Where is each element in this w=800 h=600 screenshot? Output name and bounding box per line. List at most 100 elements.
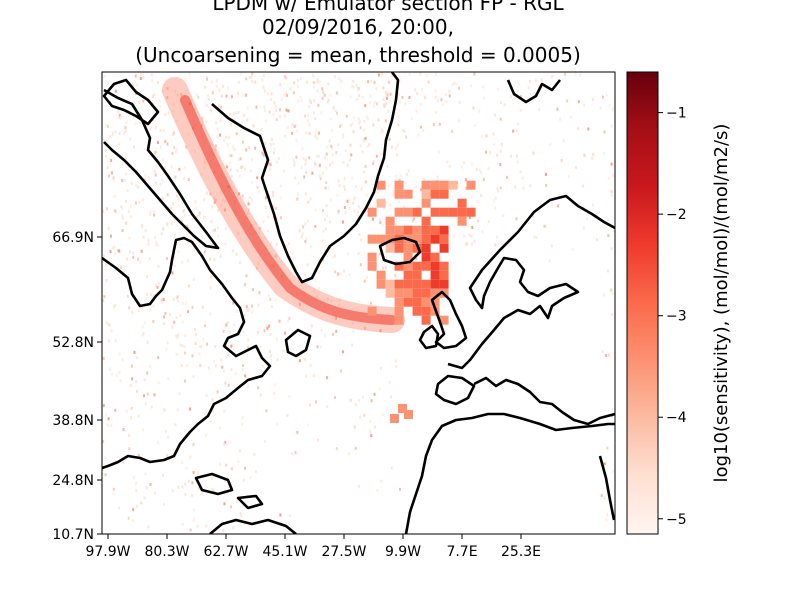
sensitivity-pixel — [245, 274, 248, 278]
sensitivity-pixel — [144, 472, 147, 476]
coastline-iberia — [434, 374, 476, 406]
sensitivity-pixel — [111, 171, 113, 175]
sensitivity-pixel — [492, 132, 495, 136]
sensitivity-pixel — [379, 221, 382, 224]
sensitivity-pixel — [371, 217, 374, 221]
sensitivity-pixel — [265, 196, 268, 200]
sensitivity-pixel — [135, 183, 138, 187]
sensitivity-pixel — [274, 383, 276, 387]
sensitivity-pixel — [206, 342, 208, 346]
sensitivity-pixel — [140, 306, 143, 310]
sensitivity-pixel — [128, 434, 131, 437]
sensitivity-pixel — [211, 476, 214, 480]
sensitivity-pixel — [181, 320, 184, 324]
sensitivity-pixel — [300, 235, 303, 238]
sensitivity-pixel — [391, 73, 394, 77]
sensitivity-pixel — [269, 332, 272, 336]
sensitivity-pixel — [368, 101, 371, 105]
sensitivity-pixel — [465, 186, 468, 190]
sensitivity-pixel — [216, 390, 219, 394]
sensitivity-pixel — [420, 87, 423, 91]
sensitivity-pixel — [521, 176, 524, 180]
sensitivity-pixel — [349, 398, 352, 402]
coarse-cell — [457, 216, 467, 226]
sensitivity-pixel — [167, 377, 170, 380]
sensitivity-pixel — [592, 203, 594, 207]
sensitivity-pixel — [487, 220, 490, 224]
sensitivity-pixel — [396, 406, 399, 410]
sensitivity-pixel — [111, 133, 114, 137]
sensitivity-pixel — [481, 230, 484, 234]
sensitivity-pixel — [184, 302, 187, 306]
sensitivity-pixel — [109, 135, 112, 139]
sensitivity-pixel — [191, 493, 194, 497]
sensitivity-pixel — [372, 162, 374, 165]
coarse-cell — [430, 234, 440, 244]
sensitivity-pixel — [142, 331, 145, 335]
sensitivity-pixel — [233, 112, 236, 116]
sensitivity-pixel — [218, 88, 221, 92]
sensitivity-pixel — [119, 115, 122, 119]
sensitivity-pixel — [320, 111, 323, 115]
sensitivity-pixel — [130, 181, 133, 185]
coarse-cell — [385, 216, 395, 226]
sensitivity-pixel — [137, 454, 140, 457]
y-tick-label: 66.9N — [52, 230, 94, 246]
sensitivity-pixel — [248, 76, 251, 79]
sensitivity-pixel — [107, 417, 110, 421]
sensitivity-pixel — [105, 155, 107, 158]
coarse-cell — [430, 189, 440, 199]
sensitivity-pixel — [121, 229, 124, 232]
sensitivity-pixel — [359, 263, 362, 267]
sensitivity-pixel — [223, 442, 225, 446]
sensitivity-pixel — [219, 118, 222, 122]
sensitivity-pixel — [130, 204, 133, 208]
sensitivity-pixel — [256, 185, 259, 189]
sensitivity-pixel — [238, 174, 241, 178]
sensitivity-pixel — [172, 103, 175, 107]
sensitivity-pixel — [299, 95, 302, 99]
sensitivity-pixel — [205, 103, 208, 107]
sensitivity-pixel — [384, 91, 387, 95]
sensitivity-pixel — [274, 254, 277, 258]
sensitivity-pixel — [210, 80, 213, 84]
sensitivity-pixel — [315, 400, 317, 404]
sensitivity-pixel — [601, 350, 604, 354]
sensitivity-pixel — [275, 118, 278, 122]
sensitivity-pixel — [144, 402, 147, 406]
sensitivity-pixel — [110, 329, 113, 333]
sensitivity-pixel — [270, 98, 272, 102]
x-tick-label: 7.7E — [446, 544, 477, 560]
sensitivity-pixel — [152, 319, 155, 323]
sensitivity-pixel — [205, 524, 208, 528]
sensitivity-pixel — [147, 176, 150, 180]
sensitivity-pixel — [270, 305, 273, 308]
sensitivity-pixel — [152, 304, 155, 308]
sensitivity-pixel — [310, 245, 313, 249]
sensitivity-pixel — [324, 227, 327, 231]
sensitivity-pixel — [527, 86, 530, 90]
x-tick-label: 27.5W — [321, 544, 366, 560]
sensitivity-pixel — [276, 231, 279, 235]
coarse-cell — [421, 306, 431, 316]
sensitivity-pixel — [304, 114, 307, 118]
sensitivity-pixel — [133, 145, 135, 149]
sensitivity-pixel — [605, 518, 608, 522]
sensitivity-pixel — [108, 323, 111, 327]
sensitivity-pixel — [142, 428, 144, 432]
coarse-cell — [421, 225, 431, 235]
sensitivity-pixel — [357, 252, 360, 256]
sensitivity-pixel — [161, 158, 164, 162]
sensitivity-pixel — [218, 103, 220, 107]
sensitivity-pixel — [586, 217, 589, 221]
sensitivity-pixel — [245, 305, 248, 309]
sensitivity-pixel — [245, 77, 248, 81]
sensitivity-pixel — [387, 80, 390, 84]
sensitivity-pixel — [476, 200, 479, 204]
sensitivity-pixel — [316, 345, 319, 349]
sensitivity-pixel — [363, 326, 366, 330]
sensitivity-pixel — [275, 338, 278, 342]
sensitivity-pixel — [577, 100, 580, 104]
y-tick-label: 24.8N — [52, 473, 94, 489]
